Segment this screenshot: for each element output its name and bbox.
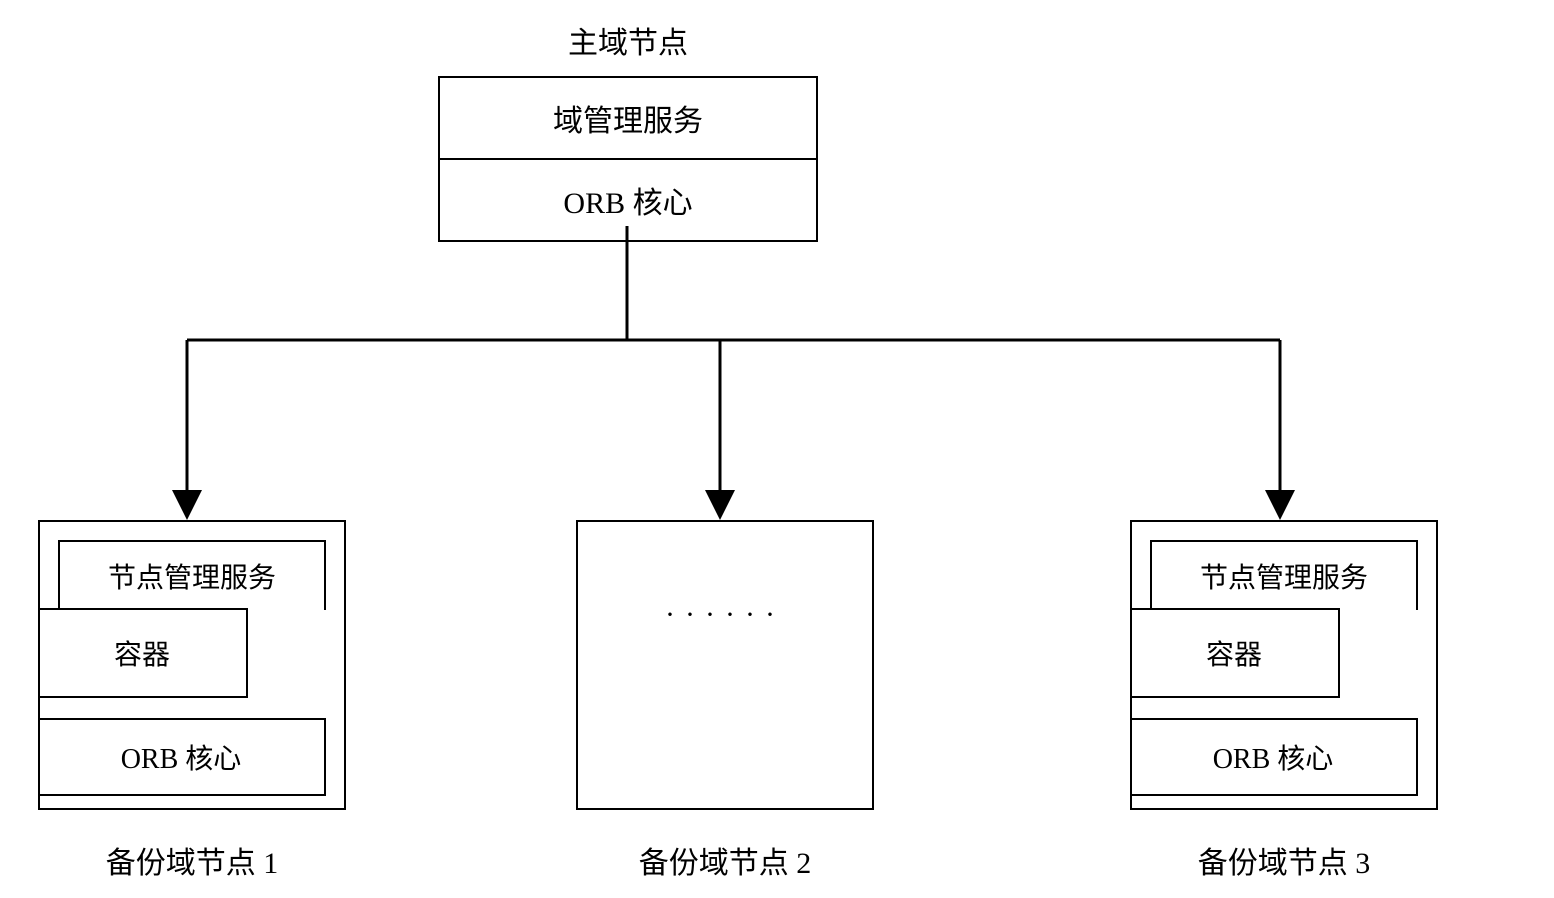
- container-1-text: 容器: [114, 633, 170, 673]
- backup-node-2: ······: [576, 520, 874, 810]
- node-mgmt-1: 节点管理服务: [58, 540, 326, 610]
- container-3-text: 容器: [1206, 633, 1262, 673]
- main-node-title-text: 主域节点: [568, 27, 688, 60]
- node-mgmt-3-text: 节点管理服务: [1200, 556, 1368, 596]
- backup-label-3: 备份域节点 3: [1130, 838, 1438, 882]
- main-row-0-text: 域管理服务: [553, 105, 703, 138]
- node-mgmt-3: 节点管理服务: [1150, 540, 1418, 610]
- main-node-row-1: ORB 核心: [440, 160, 816, 240]
- container-3: 容器: [1130, 608, 1340, 698]
- backup-label-1-text: 备份域节点 1: [106, 847, 279, 880]
- orb-1-text: ORB 核心: [121, 737, 242, 777]
- orb-3: ORB 核心: [1130, 718, 1418, 796]
- backup-node-3: 节点管理服务 容器 ORB 核心: [1130, 520, 1438, 810]
- orb-1: ORB 核心: [38, 718, 326, 796]
- backup-label-3-text: 备份域节点 3: [1198, 847, 1371, 880]
- orb-3-text: ORB 核心: [1213, 737, 1334, 777]
- backup-node-1: 节点管理服务 容器 ORB 核心: [38, 520, 346, 810]
- backup-label-1: 备份域节点 1: [38, 838, 346, 882]
- main-row-1-text: ORB 核心: [563, 187, 692, 220]
- node-mgmt-1-text: 节点管理服务: [108, 556, 276, 596]
- container-1: 容器: [38, 608, 248, 698]
- main-node: 域管理服务 ORB 核心: [438, 76, 818, 242]
- main-node-row-0: 域管理服务: [440, 78, 816, 160]
- backup-label-2-text: 备份域节点 2: [639, 847, 812, 880]
- main-node-title: 主域节点: [438, 18, 818, 62]
- ellipsis-text: ······: [665, 598, 785, 632]
- diagram-container: 主域节点 域管理服务 ORB 核心 节点管理服务: [0, 0, 1554, 898]
- backup-label-2: 备份域节点 2: [576, 838, 874, 882]
